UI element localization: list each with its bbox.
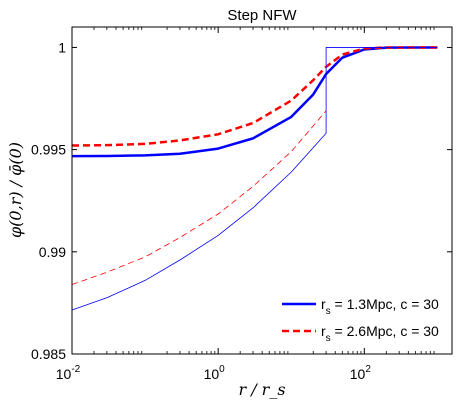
series-line-2 [71,46,438,147]
legend-label-1: rs = 1.3Mpc, c = 30 [321,296,439,317]
legend-label-2-sub: s [326,333,331,344]
chart-title: Step NFW [227,7,297,24]
ticks-layer: 0.985 0.99 0.995 1 10-2 100 102 [31,27,452,382]
y-axis-label: φ(0,r) / φ̄(0) [6,142,25,238]
y-tick-label: 0.985 [31,346,66,362]
x-tick-label: 10-2 [56,364,81,382]
series-line-3 [71,47,438,311]
x-tick-label: 102 [350,364,372,382]
legend-label-2: rs = 2.6Mpc, c = 30 [321,323,439,344]
legend-label-1-sub: s [326,306,331,317]
legend-label-2-main: r [321,323,326,339]
series-line-1 [71,46,438,158]
x-axis-label: r / r_s [238,380,285,399]
y-tick-label: 1 [58,39,66,55]
series-layer [71,46,438,311]
series-line-4 [71,110,327,285]
x-tick-label: 100 [204,364,226,382]
legend: rs = 1.3Mpc, c = 30 rs = 2.6Mpc, c = 30 [276,284,448,348]
legend-label-1-main: r [321,296,326,312]
legend-label-2-rest: = 2.6Mpc, c = 30 [331,323,439,339]
legend-box [276,284,448,348]
legend-label-1-rest: = 1.3Mpc, c = 30 [331,296,439,312]
y-tick-label: 0.99 [39,244,66,260]
y-tick-label: 0.995 [31,142,66,158]
